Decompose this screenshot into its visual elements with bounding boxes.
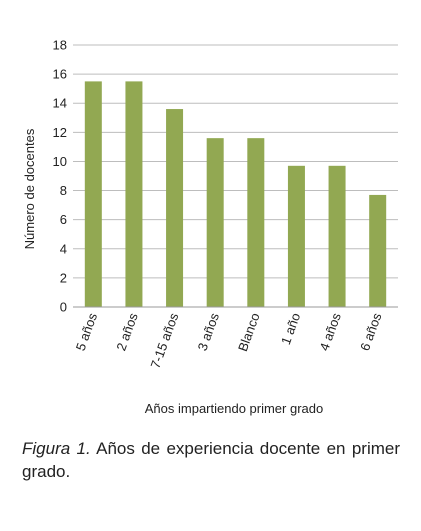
- x-tick-label: 2 años: [113, 310, 141, 352]
- bars: [84, 81, 387, 308]
- y-tick-label: 16: [53, 67, 67, 82]
- x-tick-label: 5 años: [73, 310, 101, 352]
- x-tick-label: 1 año: [278, 311, 303, 347]
- y-axis-title: Número de docentes: [22, 128, 37, 249]
- y-tick-labels: 0 2 4 6 8 10 12 14 16 18: [53, 38, 67, 315]
- bar: [328, 165, 346, 307]
- bar: [84, 81, 102, 307]
- bar: [369, 194, 387, 307]
- y-tick-label: 12: [53, 125, 67, 140]
- x-tick-labels: 5 años 2 años 7-15 años 3 años Blanco 1 año 4 …: [73, 310, 385, 370]
- bar: [206, 138, 224, 307]
- bar: [125, 81, 143, 307]
- figure-label: Figura 1.: [22, 439, 91, 458]
- y-tick-label: 14: [53, 96, 67, 111]
- figure-caption-text: Años de experiencia docente en primer gr…: [22, 439, 401, 481]
- y-tick-label: 8: [60, 183, 67, 198]
- x-axis-title: Años impartiendo primer grado: [145, 401, 323, 416]
- bar-chart: 0 2 4 6 8 10 12 14 16 18 5 años 2 años 7-15 años 3 a…: [22, 38, 398, 416]
- y-tick-label: 6: [60, 212, 67, 227]
- x-tick-label: 7-15 años: [148, 310, 182, 370]
- y-tick-label: 10: [53, 154, 67, 169]
- bar: [247, 138, 265, 307]
- y-tick-label: 0: [60, 300, 67, 315]
- y-tick-label: 4: [60, 241, 67, 256]
- x-tick-label: 6 años: [357, 310, 385, 352]
- y-tick-label: 2: [60, 270, 67, 285]
- bar: [287, 165, 305, 307]
- figure-caption: Figura 1. Años de experiencia docente en…: [22, 437, 400, 483]
- x-tick-label: Blanco: [235, 311, 263, 353]
- gridlines: [73, 44, 398, 279]
- x-tick-label: 4 años: [316, 310, 344, 352]
- bar: [166, 109, 184, 308]
- y-tick-label: 18: [53, 38, 67, 53]
- x-tick-label: 3 años: [195, 310, 223, 352]
